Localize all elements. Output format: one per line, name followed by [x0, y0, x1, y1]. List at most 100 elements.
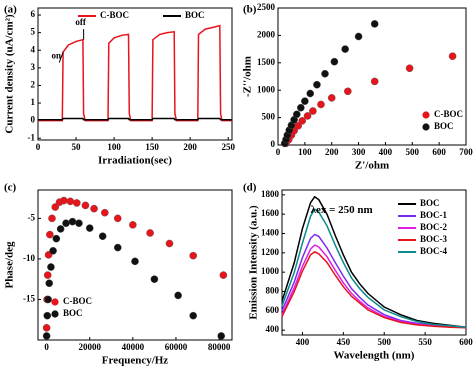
x-tick-label: 20000 [78, 342, 101, 352]
y-tick-label: 1000 [257, 84, 276, 94]
x-tick-label: 40000 [122, 342, 145, 352]
point [313, 80, 321, 89]
legend-label: BOC [434, 121, 454, 131]
x-tick-label: 100 [298, 147, 312, 157]
y-tick-label: 6 [31, 9, 36, 19]
legend-label: BOC [185, 10, 205, 20]
y-tick-label: 500 [262, 112, 276, 122]
legend-label: BOC-1 [420, 210, 448, 220]
point [48, 214, 56, 223]
y-tick-label: 0 [271, 139, 276, 149]
y-tick-label: 1600 [261, 208, 280, 218]
legend-swatch [422, 123, 430, 131]
point [52, 234, 61, 243]
y-tick-label: 2500 [257, 2, 276, 12]
x-tick-label: 300 [352, 147, 366, 157]
series-line [281, 195, 467, 329]
panel-label: (a) [4, 4, 17, 16]
point [327, 94, 336, 102]
x-tick-label: 100 [107, 142, 121, 152]
point [113, 243, 122, 252]
point [219, 271, 228, 279]
point [101, 208, 109, 217]
x-tick-label: 50 [72, 142, 82, 152]
point [73, 199, 81, 207]
point [301, 97, 309, 105]
y-tick-label: 4 [31, 44, 36, 54]
point [321, 69, 329, 78]
x-tick-label: 500 [406, 147, 420, 157]
x-tick-label: 200 [325, 147, 339, 157]
x-tick-label: 550 [418, 337, 432, 347]
point [448, 52, 457, 61]
series-line [38, 117, 232, 121]
x-tick-label: 400 [296, 337, 310, 347]
point [330, 57, 339, 66]
point [43, 311, 52, 320]
point [62, 219, 70, 228]
series-line [281, 233, 467, 329]
point [146, 229, 154, 237]
point [370, 77, 379, 86]
point [46, 230, 54, 239]
point [292, 110, 301, 119]
y-axis-label: Emission Intensity (a.u.) [248, 205, 260, 320]
annotation-arrow [58, 51, 64, 63]
point [66, 197, 75, 206]
point [42, 332, 51, 340]
point [165, 239, 174, 248]
point [90, 204, 98, 213]
series-line [38, 24, 232, 122]
annotation: on [52, 51, 62, 61]
point [49, 247, 57, 255]
point [189, 311, 197, 320]
y-tick-label: 1800 [261, 189, 280, 199]
y-tick-label: 2000 [257, 29, 276, 39]
point [60, 196, 68, 205]
point [297, 103, 305, 112]
x-axis-label: Irradiation(sec) [98, 155, 172, 167]
y-tick-label: 2 [31, 80, 36, 90]
x-tick-label: 80000 [208, 342, 231, 352]
legend-label: BOC [420, 198, 440, 208]
legend-swatch [422, 111, 430, 119]
x-axis-label: Z'/ohm [355, 160, 389, 172]
point [42, 324, 51, 332]
x-tick-label: 600 [459, 337, 473, 347]
point [85, 224, 94, 232]
y-tick-label: 1200 [261, 247, 280, 257]
plot-frame [281, 189, 467, 336]
point [309, 107, 317, 115]
x-tick-label: 700 [459, 147, 473, 157]
point [43, 271, 52, 279]
point [174, 291, 182, 300]
x-tick-label: 60000 [165, 342, 188, 352]
point [150, 275, 159, 283]
y-tick-label: 400 [266, 324, 280, 334]
point [113, 214, 122, 223]
point [75, 219, 83, 228]
legend-label: BOC-2 [420, 222, 448, 232]
point [317, 100, 325, 109]
x-axis-label: Wavelength (nm) [334, 350, 415, 362]
y-tick-label: -15 [23, 294, 35, 304]
point [298, 117, 306, 125]
legend-swatch [51, 310, 59, 318]
point [129, 221, 137, 229]
panel-label: (c) [4, 182, 17, 194]
y-axis-label: Current density (uA/cm²) [4, 14, 16, 134]
point [98, 232, 107, 241]
x-tick-label: 0 [36, 142, 41, 152]
legend-label: C-BOC [434, 109, 463, 119]
plot-frame [37, 189, 233, 341]
x-tick-label: 450 [337, 337, 351, 347]
plot-frame [277, 7, 467, 146]
annotation: off [75, 17, 86, 27]
y-tick-label: -5 [28, 212, 36, 222]
y-tick-label: 1400 [261, 228, 280, 238]
point [306, 89, 315, 98]
point [344, 87, 352, 96]
x-tick-label: 250 [221, 142, 235, 152]
point [45, 279, 54, 288]
